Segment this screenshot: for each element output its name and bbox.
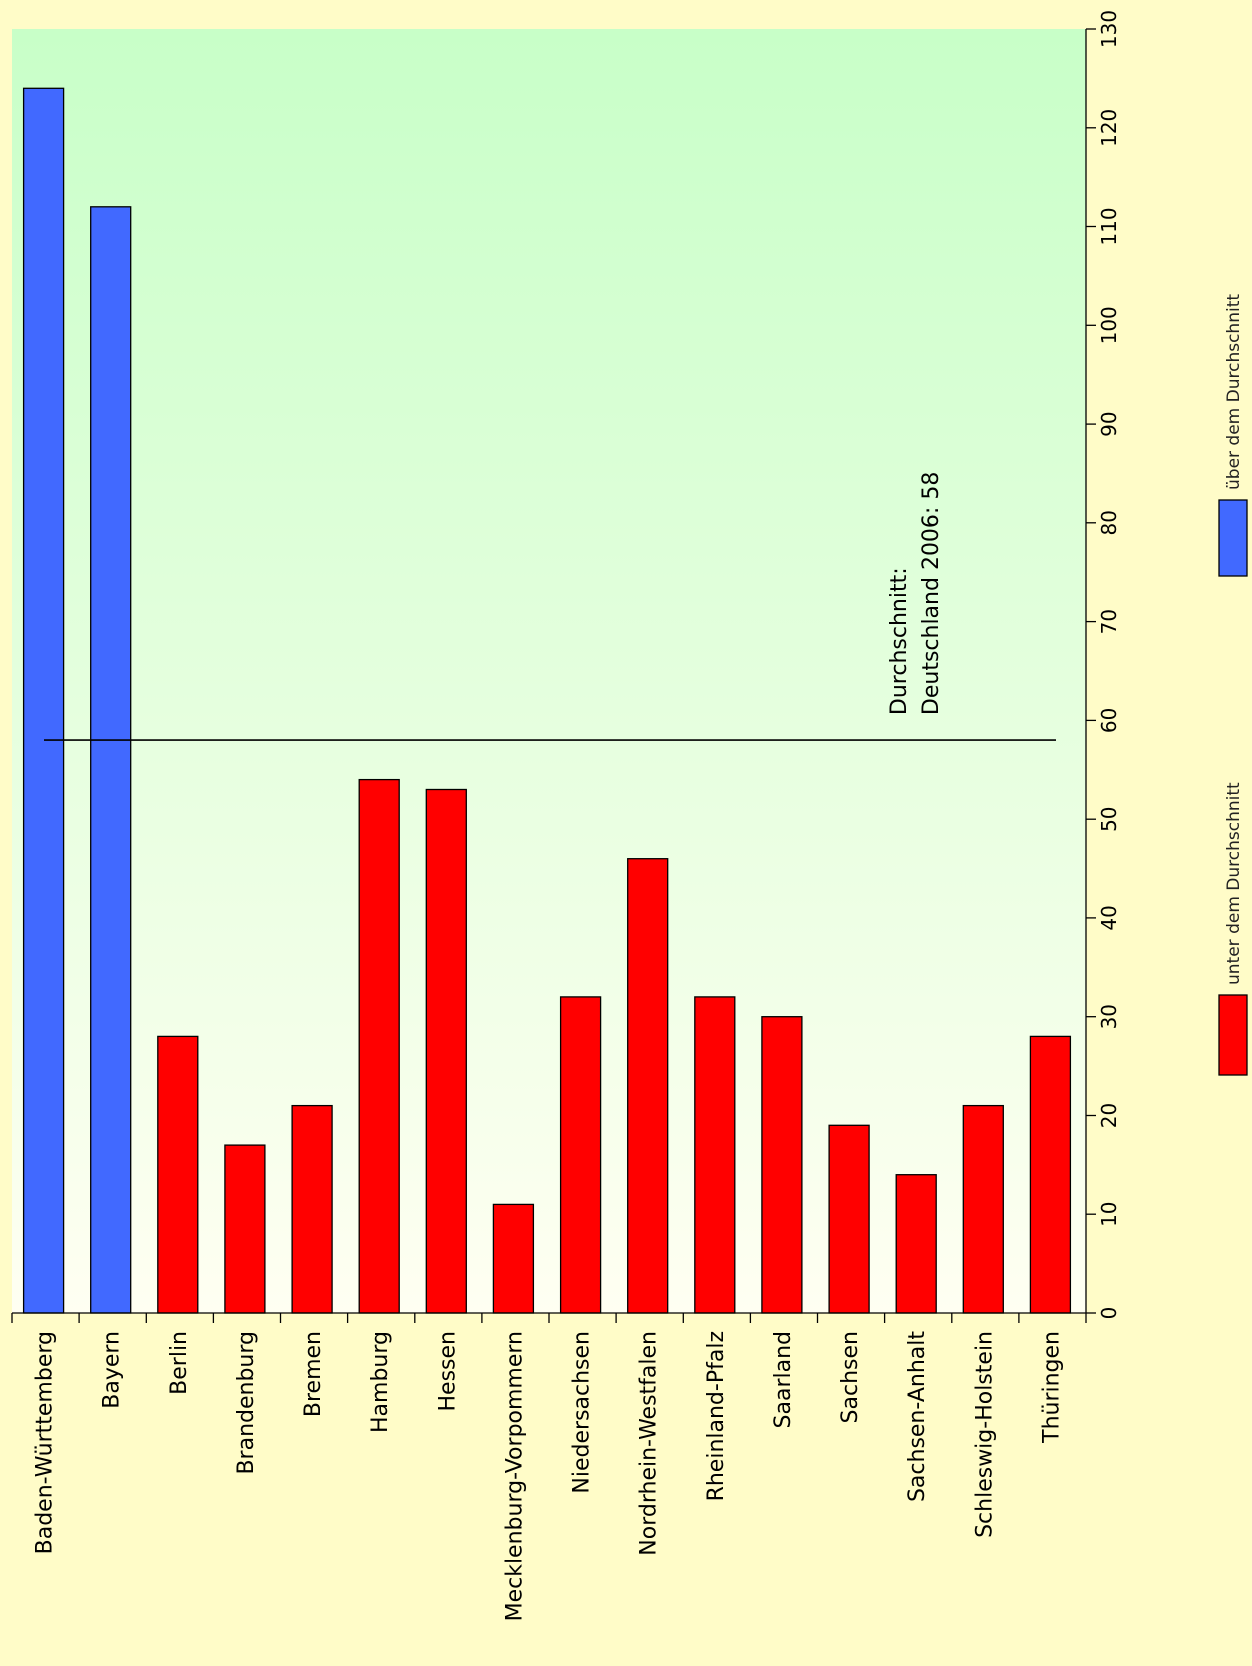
bar-3	[157, 1035, 199, 1314]
bar-8	[492, 1203, 535, 1314]
category-labels: Baden-Württemberg Bayern Berlin Brandenburg…	[33, 1331, 1065, 1622]
value-tick-label: 120	[1097, 109, 1121, 147]
category-label: Rheinland-Pfalz	[704, 1331, 729, 1501]
average-label-line1: Durchschnitt:	[887, 567, 912, 715]
value-tick-label: 30	[1097, 1004, 1121, 1029]
category-label: Baden-Württemberg	[33, 1331, 58, 1554]
category-label: Schleswig-Holstein	[972, 1331, 997, 1538]
value-tick-label: 60	[1097, 708, 1121, 733]
bar-15	[962, 1104, 1004, 1314]
bar-9	[559, 996, 602, 1314]
category-label: Saarland	[771, 1331, 796, 1428]
category-label: Bremen	[301, 1331, 326, 1417]
legend-swatch	[1218, 499, 1248, 577]
category-label: Hamburg	[368, 1331, 393, 1433]
legend-swatch	[1218, 994, 1248, 1076]
bar-14	[895, 1174, 937, 1314]
category-label: Sachsen	[838, 1331, 863, 1423]
bar-2	[90, 206, 132, 1314]
bar-6	[358, 778, 400, 1314]
category-label: Bayern	[100, 1331, 125, 1409]
category-label: Hessen	[435, 1331, 460, 1411]
value-axis: 0 10 20 30 40 50 60 70 80 90 100 110 120 130	[11, 10, 1121, 1323]
category-label: Mecklenburg-Vorpommern	[502, 1331, 527, 1621]
value-tick-label: 50	[1097, 806, 1121, 831]
category-label: Sachsen-Anhalt	[905, 1331, 930, 1502]
bar-5	[291, 1104, 333, 1314]
category-label: Berlin	[167, 1331, 192, 1395]
value-tick-label: 80	[1097, 510, 1121, 535]
value-tick-label: 0	[1097, 1307, 1121, 1320]
bar-12	[761, 1016, 803, 1314]
value-tick-label: 20	[1097, 1103, 1121, 1128]
bar-11	[694, 996, 736, 1314]
category-label: Thüringen	[1039, 1331, 1064, 1444]
value-tick-label: 70	[1097, 609, 1121, 634]
value-tick-label: 90	[1097, 411, 1121, 436]
bar-4	[224, 1144, 266, 1314]
bar-16	[1029, 1035, 1072, 1314]
value-tick-label: 10	[1097, 1201, 1121, 1226]
average-line-group: Durchschnitt: Deutschland 2006: 58	[44, 472, 1056, 741]
value-tick-label: 40	[1097, 905, 1121, 930]
bar-7	[425, 788, 467, 1314]
value-tick-label: 130	[1097, 10, 1121, 48]
legend: über dem Durchschnitt unter dem Durchschn…	[1218, 294, 1248, 1076]
category-label: Nordrhein-Westfalen	[637, 1331, 662, 1556]
category-label: Brandenburg	[234, 1331, 259, 1475]
bar-1	[22, 87, 65, 1314]
bar-13	[828, 1124, 870, 1314]
value-tick-label: 110	[1097, 207, 1121, 245]
value-tick-label: 100	[1097, 306, 1121, 344]
bar-10	[627, 858, 669, 1314]
legend-label: unter dem Durchschnitt	[1224, 782, 1244, 985]
bars	[22, 87, 1072, 1314]
legend-label: über dem Durchschnitt	[1224, 294, 1244, 490]
average-label-line2: Deutschland 2006: 58	[919, 472, 944, 715]
category-label: Niedersachsen	[570, 1331, 595, 1494]
